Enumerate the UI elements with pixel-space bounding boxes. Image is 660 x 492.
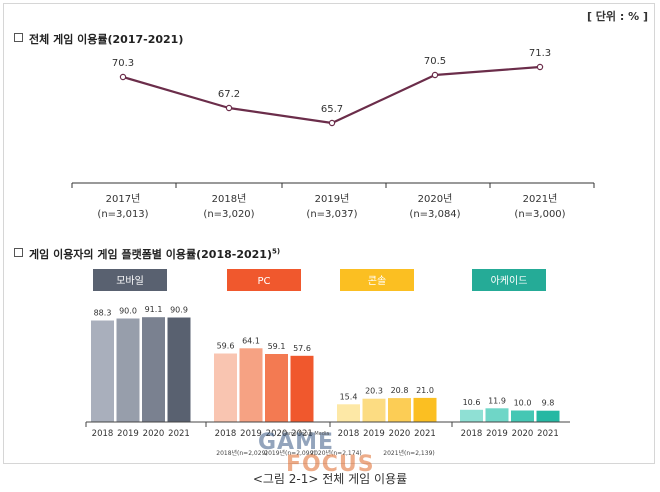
platform-badge-label: PC (257, 276, 270, 287)
bar-value-label: 90.9 (170, 306, 188, 315)
platform-badge-3 (472, 269, 546, 291)
bar-value-label: 64.1 (242, 336, 260, 345)
bar-year-label: 2020 (143, 429, 165, 439)
bar (290, 355, 314, 422)
bar-year-label: 2019 (486, 429, 508, 439)
bar-chart-title: 게임 이용자의 게임 플랫폼별 이용률(2018-2021) (29, 248, 272, 261)
bar-value-label: 91.1 (145, 305, 163, 314)
watermark-line2: FOCUS (286, 452, 375, 477)
x-tick-sublabel: (n=3,020) (203, 209, 254, 220)
line-data-label: 67.2 (218, 89, 240, 100)
bar-year-label: 2020 (389, 429, 411, 439)
line-data-point (536, 63, 544, 71)
bar-value-label: 15.4 (340, 392, 358, 401)
sample-size-footnote: 2020년(n=2,174) (310, 449, 361, 457)
line-chart-title: 전체 게임 이용률(2017-2021) (29, 33, 184, 46)
bar-value-label: 9.8 (542, 399, 555, 408)
bar (485, 408, 509, 422)
bar (142, 317, 165, 422)
bar (116, 318, 140, 422)
bar-value-label: 11.9 (488, 396, 506, 405)
bar-value-label: 10.0 (514, 399, 532, 408)
x-tick-sublabel: (n=3,084) (409, 209, 460, 220)
unit-label: [ 단위 : % ] (586, 10, 648, 23)
x-tick-sublabel: (n=3,013) (97, 209, 148, 220)
figure-caption: <그림 2-1> 전체 게임 이용률 (252, 472, 408, 486)
x-tick-label: 2019년 (315, 193, 350, 205)
bar-chart-title-row: 게임 이용자의 게임 플랫폼별 이용률(2018-2021)5) (14, 246, 280, 262)
bar-year-label: 2021 (291, 429, 313, 439)
bar (167, 317, 191, 422)
x-tick-label: 2018년 (212, 193, 247, 205)
bar (536, 410, 560, 422)
bar (511, 410, 534, 422)
platform-badge-label: 아케이드 (491, 275, 528, 287)
line-data-label: 71.3 (529, 48, 551, 59)
game-focus-watermark: GAME FOCUS (258, 432, 375, 476)
bar (362, 398, 386, 422)
bar-value-label: 59.6 (217, 342, 235, 351)
bar-year-label: 2019 (363, 429, 385, 439)
sample-size-footnote: 2021년(n=2,139) (383, 449, 434, 457)
bar-year-label: 2018 (338, 429, 360, 439)
bar-year-label: 2019 (117, 429, 139, 439)
bar-value-label: 90.0 (119, 307, 137, 316)
platform-badge-0 (93, 269, 167, 291)
bar-year-label: 2021 (414, 429, 436, 439)
checkbox-square-icon (14, 33, 23, 42)
bar (388, 398, 411, 422)
platform-badge-label: 콘솔 (368, 275, 386, 287)
x-tick-label: 2020년 (418, 193, 453, 205)
x-tick-sublabel: (n=3,000) (514, 209, 565, 220)
line-data-point (328, 119, 336, 127)
bar-value-label: 20.3 (365, 387, 383, 396)
line-data-label: 70.3 (112, 58, 134, 69)
platform-badge-label: 모바일 (116, 275, 144, 287)
figure-frame (3, 3, 655, 464)
platform-badge-1 (227, 269, 301, 291)
bar-year-label: 2018 (461, 429, 483, 439)
sample-size-footnote: 2018년(n=2,029) (216, 449, 267, 457)
bar-year-label: 2021 (168, 429, 190, 439)
bar-value-label: 20.8 (391, 386, 409, 395)
bar (265, 354, 288, 422)
bar-year-label: 2018 (92, 429, 114, 439)
bar (239, 348, 263, 422)
bar-value-label: 57.6 (293, 344, 311, 353)
checkbox-square-icon (14, 248, 23, 257)
bar-value-label: 59.1 (268, 342, 286, 351)
bar-year-label: 2019 (240, 429, 262, 439)
watermark-line1: GAME (258, 430, 335, 455)
bar-value-label: 88.3 (94, 309, 112, 318)
bar-year-label: 2020 (512, 429, 534, 439)
x-tick-label: 2017년 (106, 193, 141, 205)
bar (91, 320, 114, 422)
bar-value-label: 21.0 (416, 386, 434, 395)
line-data-label: 65.7 (321, 104, 343, 115)
x-tick-label: 2021년 (523, 193, 558, 205)
bar-year-label: 2020 (266, 429, 288, 439)
bar-year-label: 2018 (215, 429, 237, 439)
platform-badge-2 (340, 269, 414, 291)
bar-value-label: 10.6 (463, 398, 481, 407)
bar-year-label: 2021 (537, 429, 559, 439)
line-data-point (431, 71, 439, 79)
bar (214, 353, 237, 422)
bar (460, 409, 483, 422)
line-data-point (225, 104, 233, 112)
line-chart-title-row: 전체 게임 이용률(2017-2021) (14, 31, 183, 47)
sample-size-footnote: 2019년(n=2,099) (264, 449, 315, 457)
line-data-label: 70.5 (424, 56, 446, 67)
bar (337, 404, 360, 422)
bar-chart-footnote: 5) (271, 247, 281, 256)
bar (413, 397, 437, 422)
x-tick-sublabel: (n=3,037) (306, 209, 357, 220)
watermark-sub: Game Focus Media (282, 431, 330, 437)
line-data-point (119, 73, 127, 81)
